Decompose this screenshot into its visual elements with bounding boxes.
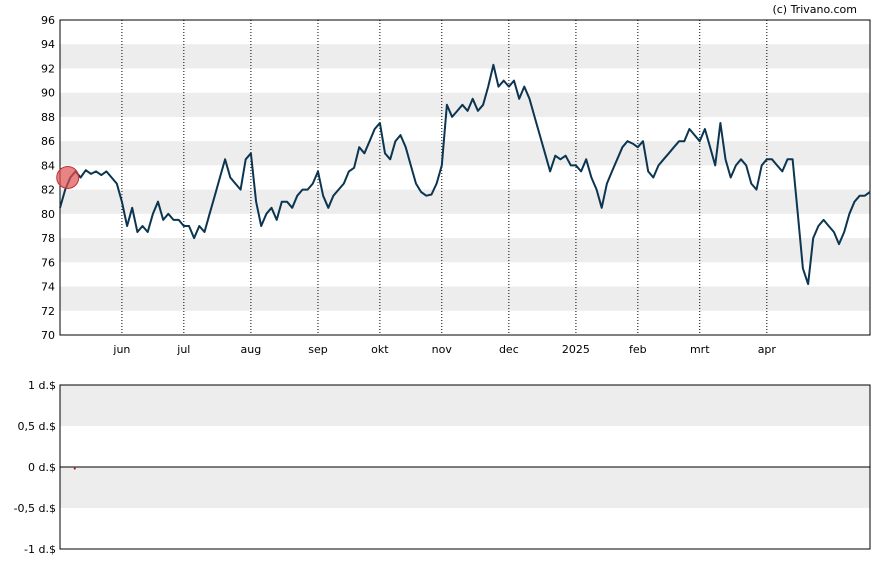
grid-band: [60, 238, 870, 263]
price-line: [59, 63, 871, 286]
y-tick-label: 90: [41, 87, 55, 100]
x-tick-label: jun: [112, 343, 130, 356]
plot-frame: [59, 384, 871, 550]
grid-band: [60, 92, 870, 117]
grid-band: [60, 385, 870, 426]
y-tick-label: 82: [41, 184, 55, 197]
credit-text: (c) Trivano.com: [772, 3, 857, 16]
y-tick-label: 96: [41, 14, 55, 27]
grid-band: [60, 189, 870, 214]
y-tick-label: 78: [41, 232, 55, 245]
y-tick-label: 76: [41, 256, 55, 269]
y-tick-label: 1 d.$: [28, 379, 56, 392]
grid-band: [60, 467, 870, 508]
y-tick-label: 72: [41, 305, 55, 318]
current-marker: [56, 166, 80, 189]
x-tick-label: dec: [499, 343, 519, 356]
x-tick-label: apr: [758, 343, 777, 356]
dividend-point: [73, 467, 76, 470]
x-tick-label: mrt: [690, 343, 710, 356]
y-tick-label: 80: [41, 208, 55, 221]
grid-band: [60, 286, 870, 311]
y-tick-label: 92: [41, 62, 55, 75]
x-tick-label: sep: [308, 343, 327, 356]
x-tick-label: jul: [176, 343, 190, 356]
y-tick-label: 84: [41, 159, 55, 172]
dividend-chart: 1 d.$ 0,5 d.$ 0 d.$ -0,5 d.$ -1 d.$: [14, 379, 871, 556]
grid-band: [60, 141, 870, 166]
x-tick-label: feb: [629, 343, 647, 356]
y-tick-label: 0,5 d.$: [18, 420, 56, 433]
y-tick-label: -0,5 d.$: [14, 502, 56, 515]
y-tick-label: 74: [41, 281, 55, 294]
y-tick-label: -1 d.$: [24, 543, 56, 556]
y-tick-label: 70: [41, 329, 55, 342]
y-tick-label: 94: [41, 38, 55, 51]
x-tick-label: okt: [371, 343, 389, 356]
x-tick-label: aug: [241, 343, 262, 356]
grid-band: [60, 44, 870, 69]
price-chart: jun jul aug sep okt nov dec 2025 feb mrt apr 70 72 74…: [41, 14, 871, 356]
y-tick-label: 86: [41, 135, 55, 148]
y-tick-label: 88: [41, 111, 55, 124]
x-tick-label: nov: [432, 343, 453, 356]
x-tick-label: 2025: [562, 343, 590, 356]
y-tick-label: 0 d.$: [28, 461, 56, 474]
